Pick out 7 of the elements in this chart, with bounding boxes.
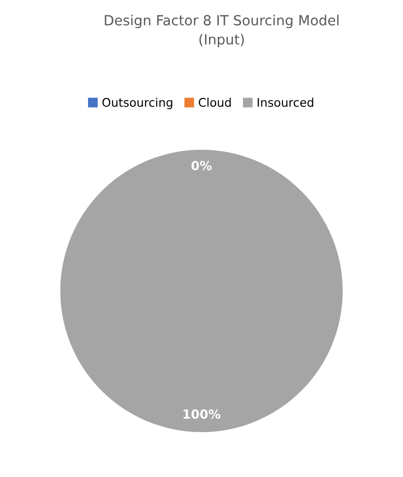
legend-label: Outsourcing [102, 98, 172, 110]
text: 0% [191, 160, 212, 170]
chart-title: Design Factor 8 IT Sourcing Model [104, 14, 338, 28]
legend-label: Cloud [198, 98, 231, 107]
legend-label: Insourced [258, 98, 314, 107]
data-label: 100% [184, 409, 220, 419]
chart-subtitle: (Input) [199, 34, 244, 48]
